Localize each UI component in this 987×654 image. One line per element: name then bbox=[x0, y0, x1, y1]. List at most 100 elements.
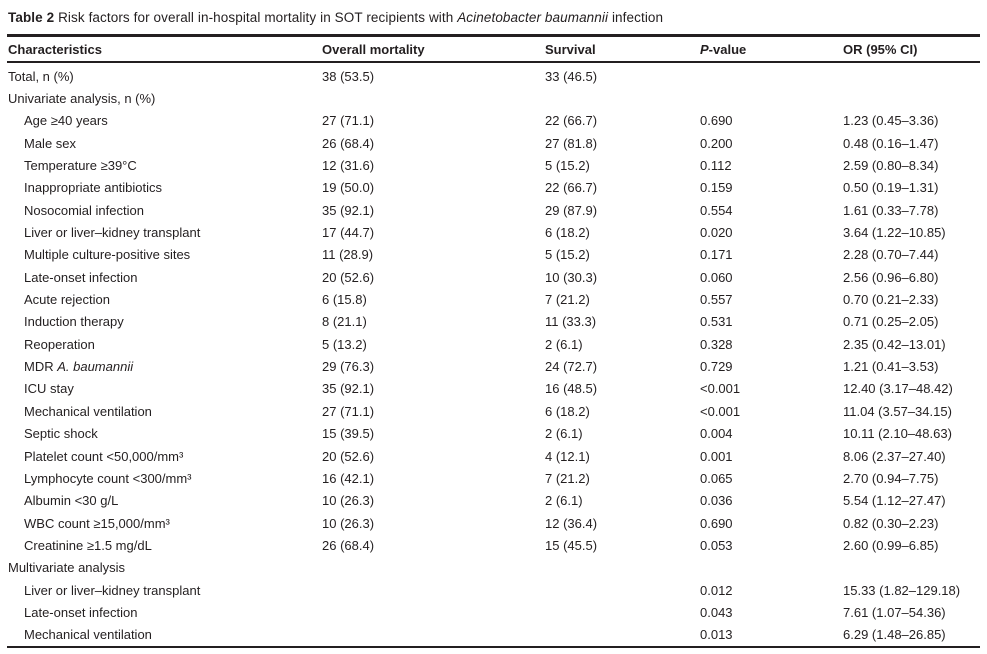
row-label-text: Nosocomial infection bbox=[24, 202, 144, 218]
row-label: Creatinine ≥1.5 mg/dL bbox=[7, 534, 322, 556]
p-value-cell: 0.690 bbox=[700, 515, 733, 531]
table-row: WBC count ≥15,000/mm³ 10 (26.3) 12 (36.4) 0… bbox=[7, 512, 980, 534]
table-row: Septic shock 15 (39.5) 2 (6.1) 0.004 10.11 (… bbox=[7, 423, 980, 445]
survival-cell: 2 (6.1) bbox=[545, 493, 583, 509]
table-row: Creatinine ≥1.5 mg/dL 26 (68.4) 15 (45.5) 0… bbox=[7, 534, 980, 556]
row-label-text: Induction therapy bbox=[24, 314, 124, 330]
or-ci-cell bbox=[843, 557, 980, 579]
overall-mortality-cell: 17 (44.7) bbox=[322, 225, 375, 241]
row-label-text: Multiple culture-positive sites bbox=[24, 247, 191, 263]
row-label: Platelet count <50,000/mm³ bbox=[7, 445, 322, 467]
overall-mortality-cell bbox=[322, 601, 545, 623]
survival-cell: 29 (87.9) bbox=[545, 202, 598, 218]
row-label: Late-onset infection bbox=[7, 266, 322, 288]
overall-mortality-cell: 29 (76.3) bbox=[322, 359, 375, 375]
table-row: Total, n (%) 38 (53.5) 33 (46.5) bbox=[7, 62, 980, 87]
or-ci-cell: 1.21 (0.41–3.53) bbox=[843, 359, 939, 375]
or-ci-cell: 5.54 (1.12–27.47) bbox=[843, 493, 946, 509]
row-label: Univariate analysis, n (%) bbox=[7, 87, 322, 109]
or-ci-cell: 0.50 (0.19–1.31) bbox=[843, 180, 939, 196]
overall-mortality-cell: 5 (13.2) bbox=[322, 336, 367, 352]
or-ci-cell: 2.59 (0.80–8.34) bbox=[843, 158, 939, 174]
table-row: Male sex 26 (68.4) 27 (81.8) 0.200 0.48 (0.1… bbox=[7, 132, 980, 154]
survival-cell: 33 (46.5) bbox=[545, 68, 598, 84]
table-row: Late-onset infection 20 (52.6) 10 (30.3) 0.… bbox=[7, 266, 980, 288]
table-caption-suffix: infection bbox=[608, 10, 664, 25]
survival-cell bbox=[545, 624, 700, 647]
row-label: MDR A. baumannii bbox=[7, 355, 322, 377]
row-label-text: Liver or liver–kidney transplant bbox=[24, 582, 201, 598]
p-value-cell bbox=[700, 62, 843, 87]
row-label: Septic shock bbox=[7, 423, 322, 445]
row-label: Nosocomial infection bbox=[7, 199, 322, 221]
survival-cell: 27 (81.8) bbox=[545, 135, 598, 151]
table-row: ICU stay 35 (92.1) 16 (48.5) <0.001 12.40 (3… bbox=[7, 378, 980, 400]
p-value-cell: 0.020 bbox=[700, 225, 733, 241]
row-label: Multiple culture-positive sites bbox=[7, 244, 322, 266]
row-label-text: Age ≥40 years bbox=[24, 113, 108, 129]
survival-cell: 2 (6.1) bbox=[545, 426, 583, 442]
risk-factors-table: Characteristics Overall mortality Surviv… bbox=[7, 34, 980, 648]
p-value-cell: 0.036 bbox=[700, 493, 733, 509]
table-row: Mechanical ventilation 0.013 6.29 (1.48–26… bbox=[7, 624, 980, 647]
table-caption-text: Risk factors for overall in-hospital mor… bbox=[54, 10, 458, 25]
table-row: Lymphocyte count <300/mm³ 16 (42.1) 7 (21.… bbox=[7, 467, 980, 489]
p-value-cell: <0.001 bbox=[700, 403, 741, 419]
or-ci-cell bbox=[843, 62, 980, 87]
row-label: Acute rejection bbox=[7, 288, 322, 310]
or-ci-cell: 1.23 (0.45–3.36) bbox=[843, 113, 939, 129]
p-value-cell: 0.060 bbox=[700, 269, 733, 285]
table-caption-number: Table 2 bbox=[8, 10, 55, 25]
or-ci-cell: 0.71 (0.25–2.05) bbox=[843, 314, 939, 330]
p-value-cell: 0.043 bbox=[700, 604, 733, 620]
row-label-text: Albumin <30 g/L bbox=[24, 493, 119, 509]
overall-mortality-cell: 10 (26.3) bbox=[322, 515, 375, 531]
row-label: Total, n (%) bbox=[7, 62, 322, 87]
row-label-italic-part: A. baumannii bbox=[57, 359, 134, 375]
p-value-cell: 0.065 bbox=[700, 470, 733, 486]
table-caption: Table 2 Risk factors for overall in-hosp… bbox=[7, 6, 980, 34]
or-ci-cell: 2.35 (0.42–13.01) bbox=[843, 336, 946, 352]
overall-mortality-cell bbox=[322, 557, 545, 579]
survival-cell: 24 (72.7) bbox=[545, 359, 598, 375]
overall-mortality-cell: 35 (92.1) bbox=[322, 381, 375, 397]
row-label-text: Creatinine ≥1.5 mg/dL bbox=[24, 537, 152, 553]
row-label-text: Lymphocyte count <300/mm³ bbox=[24, 470, 192, 486]
or-ci-cell: 0.82 (0.30–2.23) bbox=[843, 515, 939, 531]
or-ci-cell: 0.70 (0.21–2.33) bbox=[843, 292, 939, 308]
row-label: Age ≥40 years bbox=[7, 110, 322, 132]
row-label-text: Mechanical ventilation bbox=[24, 627, 152, 643]
row-label: Mechanical ventilation bbox=[7, 400, 322, 422]
or-ci-cell bbox=[843, 87, 980, 109]
row-label-text: ICU stay bbox=[24, 381, 74, 397]
row-label-text: Septic shock bbox=[24, 426, 98, 442]
row-label: Lymphocyte count <300/mm³ bbox=[7, 467, 322, 489]
row-label-text: Liver or liver–kidney transplant bbox=[24, 225, 201, 241]
p-value-header-italic: P bbox=[700, 41, 709, 57]
or-ci-cell: 2.60 (0.99–6.85) bbox=[843, 537, 939, 553]
p-value-cell: 0.053 bbox=[700, 537, 733, 553]
table-row: Platelet count <50,000/mm³ 20 (52.6) 4 (12… bbox=[7, 445, 980, 467]
table-row: Liver or liver–kidney transplant 17 (44.7… bbox=[7, 221, 980, 243]
survival-cell: 22 (66.7) bbox=[545, 113, 598, 129]
or-ci-cell: 8.06 (2.37–27.40) bbox=[843, 448, 946, 464]
p-value-cell: 0.557 bbox=[700, 292, 733, 308]
col-header-characteristics: Characteristics bbox=[7, 35, 322, 63]
survival-cell: 7 (21.2) bbox=[545, 470, 590, 486]
survival-cell: 12 (36.4) bbox=[545, 515, 598, 531]
overall-mortality-cell: 20 (52.6) bbox=[322, 448, 375, 464]
p-value-cell: 0.159 bbox=[700, 180, 733, 196]
p-value-cell: 0.690 bbox=[700, 113, 733, 129]
p-value-cell: 0.171 bbox=[700, 247, 733, 263]
survival-cell: 4 (12.1) bbox=[545, 448, 590, 464]
row-label: Liver or liver–kidney transplant bbox=[7, 221, 322, 243]
p-value-cell: 0.328 bbox=[700, 336, 733, 352]
or-ci-cell: 2.56 (0.96–6.80) bbox=[843, 269, 939, 285]
p-value-header-rest: -value bbox=[708, 41, 747, 57]
row-label-text: Late-onset infection bbox=[24, 604, 138, 620]
p-value-cell: 0.531 bbox=[700, 314, 733, 330]
row-label: Multivariate analysis bbox=[7, 557, 322, 579]
row-label: ICU stay bbox=[7, 378, 322, 400]
overall-mortality-cell bbox=[322, 624, 545, 647]
p-value-cell: 0.200 bbox=[700, 135, 733, 151]
